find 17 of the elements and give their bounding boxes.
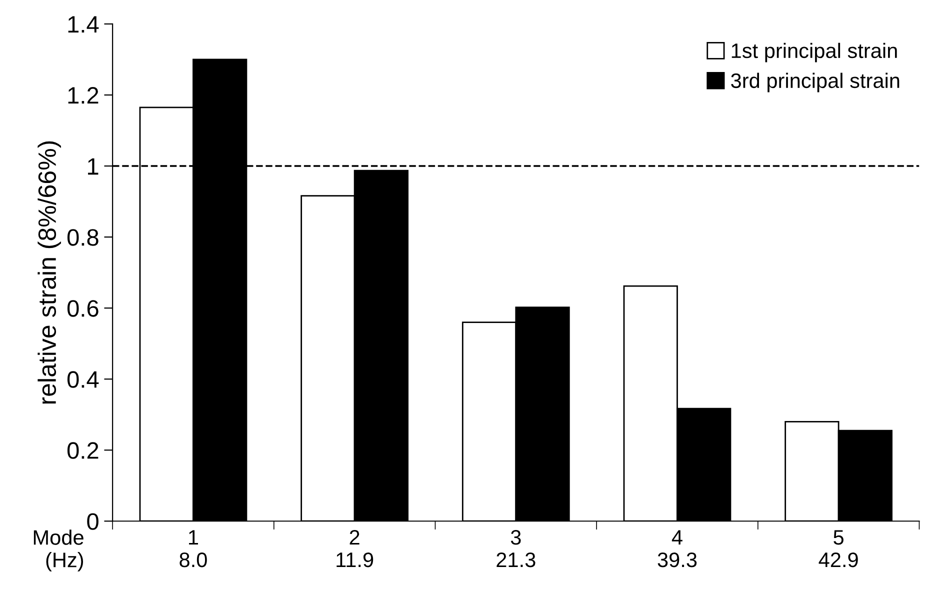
y-tick-label: 0.6 (67, 300, 98, 317)
y-tick-label: 1 (88, 158, 98, 175)
legend-label: 3rd principal strain (731, 72, 900, 92)
y-tick-label: 0.4 (67, 371, 99, 388)
y-tick-label: 0.8 (67, 229, 98, 246)
x-tick-label: 5 42.9 (818, 530, 858, 568)
y-tick-label: 0.2 (67, 442, 98, 459)
y-tick-label: 0 (87, 513, 98, 530)
y-tick-label: 1.2 (68, 87, 98, 104)
legend-label: 1st principal strain (732, 42, 897, 62)
x-axis-title: Mode (Hz) (34, 530, 84, 572)
x-tick-label: 4 39.3 (658, 530, 697, 568)
x-tick-label: 2 11.9 (336, 530, 374, 568)
y-tick-label: 1.4 (68, 16, 99, 33)
x-tick-label: 3 21.3 (496, 530, 536, 568)
y-axis-title: relative strain (8%/66%) (38, 141, 61, 404)
x-tick-label: 1 8.0 (180, 530, 207, 568)
